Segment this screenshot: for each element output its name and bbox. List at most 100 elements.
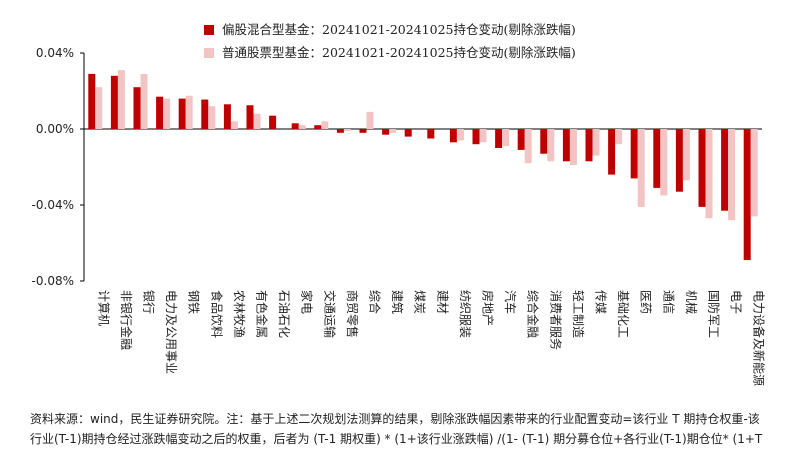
x-tick-label: 家电 [300,290,315,314]
x-tick-label: 有色金属 [255,290,270,338]
y-tick-label: 0.04% [36,46,74,60]
x-tick-label: 非银行金融 [119,290,134,350]
legend-item-mixed: 偏股混合型基金：20241021-20241025持仓变动(剔除涨跌幅) [204,18,576,41]
x-tick-label: 煤炭 [413,290,427,314]
bar-mixed [449,129,457,143]
source-footnote: 资料来源：wind，民生证券研究院。注：基于上述二次规划法测算的结果，剔除涨跌幅… [30,412,763,446]
x-tick-label: 食品饮料 [209,290,224,338]
bar-mixed [314,125,322,129]
x-tick-label: 电力及公用事业 [164,290,178,374]
legend-swatch-mixed [204,24,214,35]
x-tick-label: 通信 [661,290,675,314]
x-tick-label: 国防军工 [707,290,722,338]
bar-stock [343,129,351,131]
bar-stock [660,129,668,196]
legend-label-stock: 普通股票型基金：20241021-20241025持仓变动(剔除涨跌幅) [222,45,576,60]
bar-stock [615,129,623,145]
bar-mixed [721,129,729,211]
bar-mixed [427,129,435,139]
x-tick-label: 医药 [639,290,653,314]
x-tick-label: 轻工制造 [571,290,585,338]
bar-mixed [495,129,503,148]
bar-mixed [698,129,706,207]
x-tick-label: 综合金融 [526,290,541,338]
legend-swatch-stock [204,47,214,58]
bar-stock [456,129,464,141]
x-tick-label: 汽车 [503,290,518,314]
y-tick-label: 0.00% [36,122,74,136]
y-tick-label: -0.04% [32,198,74,212]
bar-mixed [585,129,593,162]
bar-mixed [156,96,164,129]
bar-stock [253,113,261,129]
bar-mixed [382,129,390,135]
bar-mixed [540,129,548,154]
bar-stock [366,111,374,129]
x-tick-label: 房地产 [481,290,496,326]
bar-mixed [608,129,616,175]
bar-stock [592,129,600,156]
bar-mixed [359,129,367,133]
bar-stock [502,129,510,147]
bar-stock [705,129,713,219]
bar-stock [682,129,690,181]
bar-mixed [178,98,186,129]
x-tick-label: 纺织服装 [458,290,472,338]
bar-stock [569,129,577,166]
bar-mixed [675,129,683,192]
bar-stock [389,129,397,133]
bar-stock [728,129,736,221]
bar-stock [637,129,645,207]
x-tick-label: 银行 [142,290,156,314]
x-tick-label: 建材 [435,290,449,314]
x-tick-label: 电力设备及新能源 [752,290,767,386]
x-tick-label: 电子 [729,290,743,314]
x-tick-label: 消费者服务 [548,290,563,350]
x-tick-label: 计算机 [96,290,111,326]
bar-mixed [404,129,412,137]
bar-mixed [562,129,570,162]
bar-stock [298,125,306,129]
bar-mixed [110,75,118,129]
bar-stock [547,129,555,162]
bar-mixed [223,104,231,129]
x-tick-label: 石油石化 [277,290,291,338]
y-tick-label: -0.08% [32,274,74,288]
bar-stock [185,95,193,129]
bar-stock [230,121,238,129]
bar-stock [140,73,148,129]
x-tick-label: 建筑 [390,290,405,314]
x-tick-label: 交通运输 [322,290,337,338]
chart-legend: 偏股混合型基金：20241021-20241025持仓变动(剔除涨跌幅) 普通股… [204,18,576,64]
x-tick-label: 商贸零售 [345,290,360,338]
bar-stock [95,87,103,129]
bar-mixed [246,105,254,129]
bar-stock [163,98,171,129]
legend-label-mixed: 偏股混合型基金：20241021-20241025持仓变动(剔除涨跌幅) [222,22,576,37]
bar-mixed [88,73,96,129]
legend-item-stock: 普通股票型基金：20241021-20241025持仓变动(剔除涨跌幅) [204,41,576,64]
bar-mixed [269,115,277,129]
x-tick-label: 传媒 [594,290,609,314]
x-tick-label: 机械 [684,290,699,314]
bar-stock [208,106,216,129]
bar-mixed [517,129,525,150]
bar-mixed [653,129,661,188]
bar-mixed [291,123,299,129]
x-tick-label: 综合 [368,290,383,314]
bar-mixed [743,129,751,261]
x-tick-label: 农林牧渔 [232,290,246,338]
bar-stock [321,121,329,129]
bar-mixed [472,129,480,145]
x-tick-label: 基础化工 [616,290,630,338]
bar-mixed [201,99,209,129]
bar-stock [117,70,125,129]
bar-mixed [630,129,638,179]
bar-mixed [133,87,141,129]
bar-stock [479,129,487,143]
bar-stock [524,129,532,164]
clipped-header-text: ... [30,0,46,4]
bar-mixed [336,129,344,133]
x-tick-label: 钢铁 [187,290,201,314]
